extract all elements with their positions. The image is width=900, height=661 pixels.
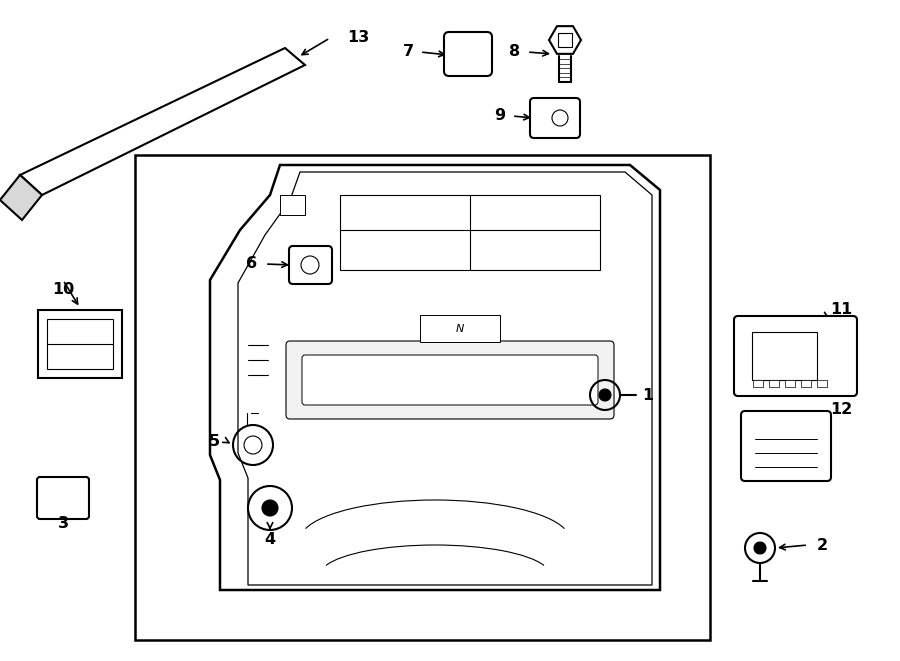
Text: 7: 7 [402, 44, 414, 59]
Polygon shape [0, 175, 42, 220]
Text: 12: 12 [830, 403, 852, 418]
Bar [817, 380, 827, 387]
FancyBboxPatch shape [289, 246, 332, 284]
Bar [340, 195, 600, 270]
Polygon shape [549, 26, 581, 54]
Text: 3: 3 [58, 516, 68, 531]
Text: 13: 13 [346, 30, 369, 46]
Text: 1: 1 [643, 387, 653, 403]
Text: 4: 4 [265, 533, 275, 547]
Text: N: N [455, 323, 464, 334]
FancyBboxPatch shape [37, 477, 89, 519]
Bar [558, 33, 572, 47]
Text: 6: 6 [247, 256, 257, 272]
Text: 11: 11 [830, 303, 852, 317]
Bar [280, 195, 305, 215]
Text: 5: 5 [209, 434, 220, 449]
Bar [38, 310, 122, 378]
FancyBboxPatch shape [734, 316, 857, 396]
Text: 9: 9 [494, 108, 506, 124]
Circle shape [599, 389, 611, 401]
FancyBboxPatch shape [302, 355, 598, 405]
FancyBboxPatch shape [286, 341, 614, 419]
Bar [752, 332, 817, 380]
Bar [801, 380, 811, 387]
Bar [785, 380, 795, 387]
Bar [135, 155, 710, 640]
FancyBboxPatch shape [444, 32, 492, 76]
Bar [47, 319, 113, 369]
Text: 2: 2 [816, 537, 828, 553]
FancyBboxPatch shape [530, 98, 580, 138]
Bar [753, 380, 763, 387]
Polygon shape [20, 48, 305, 195]
Bar [420, 315, 500, 342]
Text: 8: 8 [509, 44, 520, 59]
Text: 10: 10 [52, 282, 74, 297]
Bar [769, 380, 779, 387]
Circle shape [754, 542, 766, 554]
FancyBboxPatch shape [741, 411, 831, 481]
Circle shape [262, 500, 278, 516]
Polygon shape [210, 165, 660, 590]
